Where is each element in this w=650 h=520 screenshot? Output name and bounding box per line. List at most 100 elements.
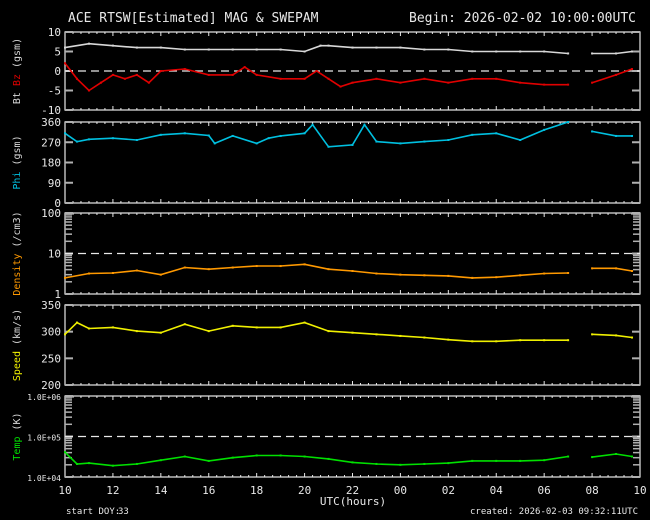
y-axis-label-part: (km/s)	[12, 309, 23, 351]
y-axis-label: Speed (km/s)	[12, 309, 23, 381]
x-tick-label: 10	[58, 484, 71, 497]
y-tick-label: 200	[41, 379, 61, 392]
y-tick-label: 0	[54, 197, 61, 210]
x-tick-label: 00	[394, 484, 407, 497]
y-axis-label-part: Phi	[12, 172, 23, 190]
y-tick-label: 250	[41, 352, 61, 365]
data-point-bt	[591, 52, 594, 55]
y-axis-label-part: Bz	[12, 74, 23, 92]
data-point-temp	[631, 455, 634, 458]
y-tick-label: 360	[41, 116, 61, 129]
x-tick-label: 18	[250, 484, 263, 497]
begin-time: Begin: 2026-02-02 10:00:00UTC	[409, 11, 636, 26]
y-tick-label: -10	[41, 104, 61, 117]
y-axis-label-part: Speed	[12, 351, 23, 381]
panel-phi: 360 270 180 90 0 Phi (gsm)	[12, 116, 641, 210]
y-tick-label: 5	[54, 46, 61, 59]
y-tick-label: 90	[48, 177, 61, 190]
x-tick-label: 12	[106, 484, 119, 497]
y-tick-label: 10	[48, 26, 61, 39]
data-point-temp	[64, 451, 66, 454]
series-line-speed	[64, 321, 569, 343]
y-axis-label: Density (/cm3)	[12, 211, 23, 295]
y-axis-label: Temp (K)	[12, 412, 23, 460]
series-line-bt	[592, 50, 633, 55]
y-axis-label-part: (K)	[12, 412, 23, 436]
start-doy-label: start DOY:	[66, 507, 120, 517]
y-axis-label: Bt Bz (gsm)	[12, 38, 23, 104]
series-bz	[64, 62, 634, 92]
y-axis-label-part: Density	[12, 254, 23, 296]
data-point-bt	[631, 50, 634, 53]
y-tick-label: 300	[41, 326, 61, 339]
x-tick-label: 08	[585, 484, 598, 497]
y-axis-label-part: (gsm)	[12, 38, 23, 74]
data-point-temp	[591, 456, 594, 459]
y-axis-label-part: (gsm)	[12, 135, 23, 171]
y-tick-label: 10	[48, 248, 61, 261]
series-line-bt	[64, 42, 569, 55]
series-line-bz	[591, 68, 633, 84]
x-tick-label: 06	[538, 484, 551, 497]
series-speed	[64, 321, 634, 343]
series-line-temp	[64, 451, 569, 467]
panel-speed: 350 300 250 200 Speed (km/s)	[12, 299, 641, 392]
panel-frame	[64, 304, 641, 386]
data-point-bz	[64, 62, 66, 65]
x-tick-label: 16	[202, 484, 215, 497]
panel-frame	[64, 121, 641, 204]
data-point-bz	[567, 83, 570, 86]
y-axis-label-part: Bt	[12, 92, 23, 104]
data-point-density	[567, 272, 570, 275]
y-tick-label: -5	[48, 85, 61, 98]
data-point-phi	[567, 121, 570, 123]
y-tick-label: 100	[41, 207, 61, 220]
x-tick-label: 10	[633, 484, 646, 497]
created-time: created: 2026-02-03 09:32:11UTC	[470, 507, 638, 517]
y-axis-label-part: (/cm3)	[12, 211, 23, 253]
data-point-bt	[567, 52, 570, 55]
data-point-speed	[591, 333, 594, 336]
series-line-density	[64, 263, 569, 279]
y-tick-label: 350	[41, 299, 61, 312]
x-tick-label: 20	[298, 484, 311, 497]
y-tick-label: 1	[54, 288, 61, 301]
series-line-phi	[64, 121, 569, 148]
x-axis-label: UTC(hours)	[320, 495, 386, 508]
panel-mag: 10 5 0 -5 -10 Bt Bz (gsm)	[12, 26, 641, 117]
data-point-speed	[567, 339, 570, 342]
x-tick-label: 02	[442, 484, 455, 497]
data-point-speed	[64, 333, 66, 336]
data-point-temp	[567, 455, 570, 458]
series-line-speed	[592, 333, 633, 339]
y-axis-label: Phi (gsm)	[12, 135, 23, 189]
y-axis-label-part: Temp	[12, 437, 23, 461]
data-point-density	[591, 267, 594, 270]
series-bt	[64, 42, 634, 55]
y-tick-label: 270	[41, 136, 61, 149]
series-line-bz	[64, 62, 569, 92]
series-density	[64, 263, 634, 279]
y-tick-label: 0	[54, 65, 61, 78]
data-point-phi	[631, 134, 634, 137]
data-point-phi	[591, 130, 594, 133]
series-phi	[64, 121, 634, 148]
panel-temp: 1.0E+06 1.0E+05 1.0E+04 Temp (K)	[12, 393, 641, 483]
plot-title: ACE RTSW[Estimated] MAG & SWEPAM	[68, 11, 319, 26]
series-line-temp	[591, 453, 633, 458]
data-point-phi	[64, 132, 66, 135]
x-tick-label: 14	[154, 484, 168, 497]
y-tick-label: 1.0E+04	[27, 474, 61, 483]
series-temp	[64, 451, 634, 467]
data-point-speed	[631, 336, 634, 339]
y-tick-label: 1.0E+05	[27, 434, 61, 443]
y-tick-label: 180	[41, 157, 61, 170]
series-line-phi	[591, 130, 632, 137]
x-tick-label: 04	[490, 484, 504, 497]
data-point-bz	[591, 81, 594, 84]
y-tick-label: 1.0E+06	[27, 393, 61, 402]
x-tick-label: 22	[346, 484, 359, 497]
panel-density: 100 10 1 Density (/cm3)	[12, 207, 641, 301]
series-line-density	[592, 267, 633, 272]
